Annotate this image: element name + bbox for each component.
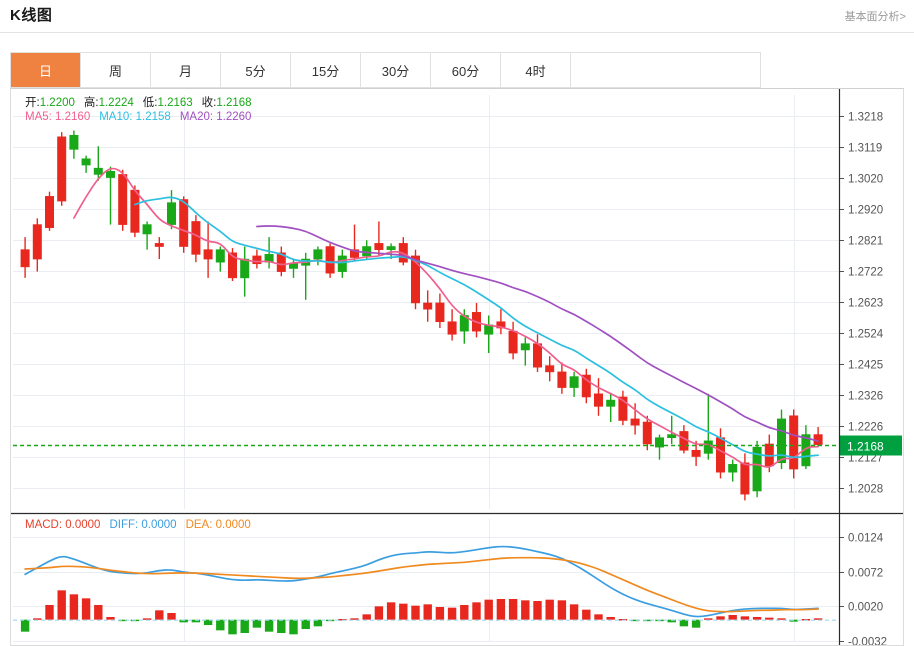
tab-15min[interactable]: 15分 bbox=[291, 53, 361, 87]
svg-text:1.2524: 1.2524 bbox=[848, 329, 884, 341]
chart-container[interactable]: 1.3218 1.3119 1.3020 1.2920 1.2821 1.2722 1.26… bbox=[10, 88, 904, 646]
page-header: K线图 基本面分析> bbox=[0, 0, 914, 33]
svg-text:1.2326: 1.2326 bbox=[848, 391, 883, 403]
svg-text:1.2920: 1.2920 bbox=[848, 205, 883, 217]
svg-text:1.2168: 1.2168 bbox=[847, 440, 884, 454]
svg-text:1.3020: 1.3020 bbox=[848, 174, 883, 186]
tab-month[interactable]: 月 bbox=[151, 53, 221, 87]
tab-5min[interactable]: 5分 bbox=[221, 53, 291, 87]
svg-text:0.0020: 0.0020 bbox=[848, 602, 883, 614]
svg-text:1.2821: 1.2821 bbox=[848, 236, 883, 248]
fundamental-analysis-link[interactable]: 基本面分析> bbox=[844, 11, 906, 23]
page-title: K线图 bbox=[10, 7, 53, 24]
tab-week[interactable]: 周 bbox=[81, 53, 151, 87]
svg-text:1.2226: 1.2226 bbox=[848, 422, 883, 434]
tabbar-filler bbox=[571, 53, 761, 87]
tab-day[interactable]: 日 bbox=[11, 53, 81, 87]
svg-text:1.3218: 1.3218 bbox=[848, 112, 883, 124]
svg-text:1.2028: 1.2028 bbox=[848, 484, 883, 496]
svg-text:1.2623: 1.2623 bbox=[848, 298, 883, 310]
svg-text:1.2722: 1.2722 bbox=[848, 267, 883, 279]
svg-text:1.3119: 1.3119 bbox=[848, 143, 882, 155]
timeframe-tabbar: 日 周 月 5分 15分 30分 60分 4时 bbox=[10, 52, 761, 88]
svg-text:0.0072: 0.0072 bbox=[848, 568, 883, 580]
tab-4hour[interactable]: 4时 bbox=[501, 53, 571, 87]
svg-text:1.2425: 1.2425 bbox=[848, 360, 883, 372]
svg-text:0.0124: 0.0124 bbox=[848, 533, 884, 545]
tab-30min[interactable]: 30分 bbox=[361, 53, 431, 87]
candlestick-chart[interactable]: 1.3218 1.3119 1.3020 1.2920 1.2821 1.2722 1.26… bbox=[11, 89, 903, 645]
svg-text:-0.0032: -0.0032 bbox=[848, 637, 887, 646]
tab-60min[interactable]: 60分 bbox=[431, 53, 501, 87]
